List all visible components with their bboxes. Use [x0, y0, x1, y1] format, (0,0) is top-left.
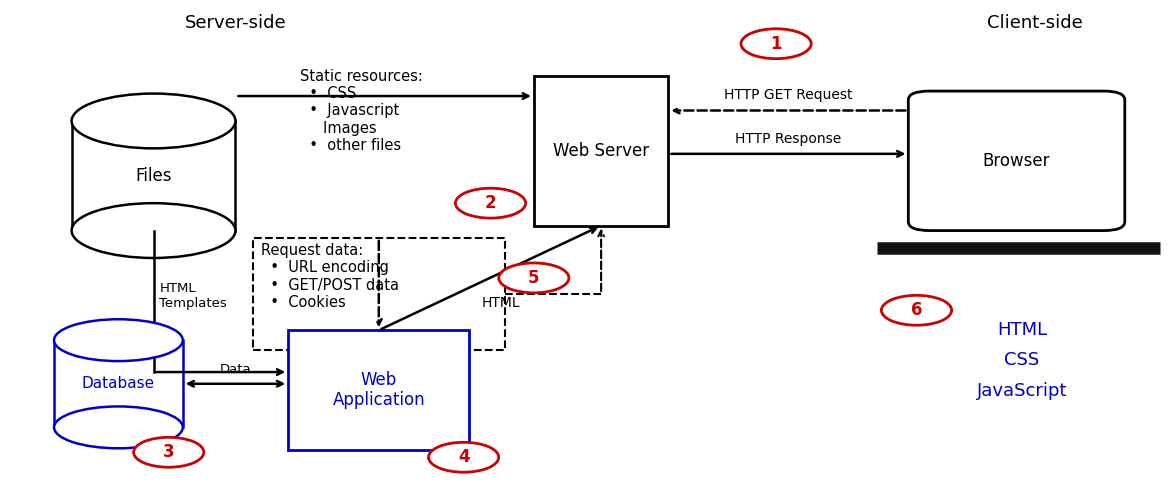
FancyBboxPatch shape [534, 76, 669, 225]
FancyBboxPatch shape [289, 330, 469, 450]
Text: Browser: Browser [983, 152, 1050, 170]
Text: Web Server: Web Server [552, 142, 649, 160]
Text: Data: Data [219, 363, 251, 376]
Text: HTTP Response: HTTP Response [735, 132, 841, 146]
Text: 2: 2 [484, 194, 496, 212]
Circle shape [741, 29, 812, 59]
Circle shape [455, 188, 526, 218]
Text: Web
Application: Web Application [332, 371, 425, 409]
Text: HTTP GET Request: HTTP GET Request [724, 88, 853, 102]
Ellipse shape [72, 94, 236, 148]
Text: HTML: HTML [481, 296, 520, 310]
Text: Files: Files [135, 167, 171, 185]
Ellipse shape [72, 203, 236, 258]
Text: 5: 5 [528, 269, 540, 287]
Text: HTML
Templates: HTML Templates [160, 283, 228, 310]
Text: Static resources:
  •  CSS
  •  Javascript
     Images
  •  other files: Static resources: • CSS • Javascript Ima… [300, 69, 422, 153]
Text: Server-side: Server-side [184, 14, 286, 32]
Circle shape [499, 263, 569, 293]
FancyBboxPatch shape [908, 91, 1125, 230]
Text: 6: 6 [910, 301, 922, 319]
Text: 1: 1 [771, 35, 782, 53]
Polygon shape [54, 340, 183, 427]
Ellipse shape [54, 319, 183, 361]
Ellipse shape [54, 406, 183, 448]
Text: 3: 3 [163, 443, 175, 461]
Text: Client-side: Client-side [986, 14, 1083, 32]
Circle shape [134, 437, 204, 467]
FancyBboxPatch shape [253, 238, 504, 350]
Polygon shape [72, 121, 236, 230]
Circle shape [428, 442, 499, 472]
Text: HTML
CSS
JavaScript: HTML CSS JavaScript [977, 321, 1067, 400]
Text: 4: 4 [457, 448, 469, 466]
Text: Database: Database [82, 376, 155, 391]
Text: Request data:
  •  URL encoding
  •  GET/POST data
  •  Cookies: Request data: • URL encoding • GET/POST … [262, 243, 399, 310]
Circle shape [881, 296, 951, 325]
